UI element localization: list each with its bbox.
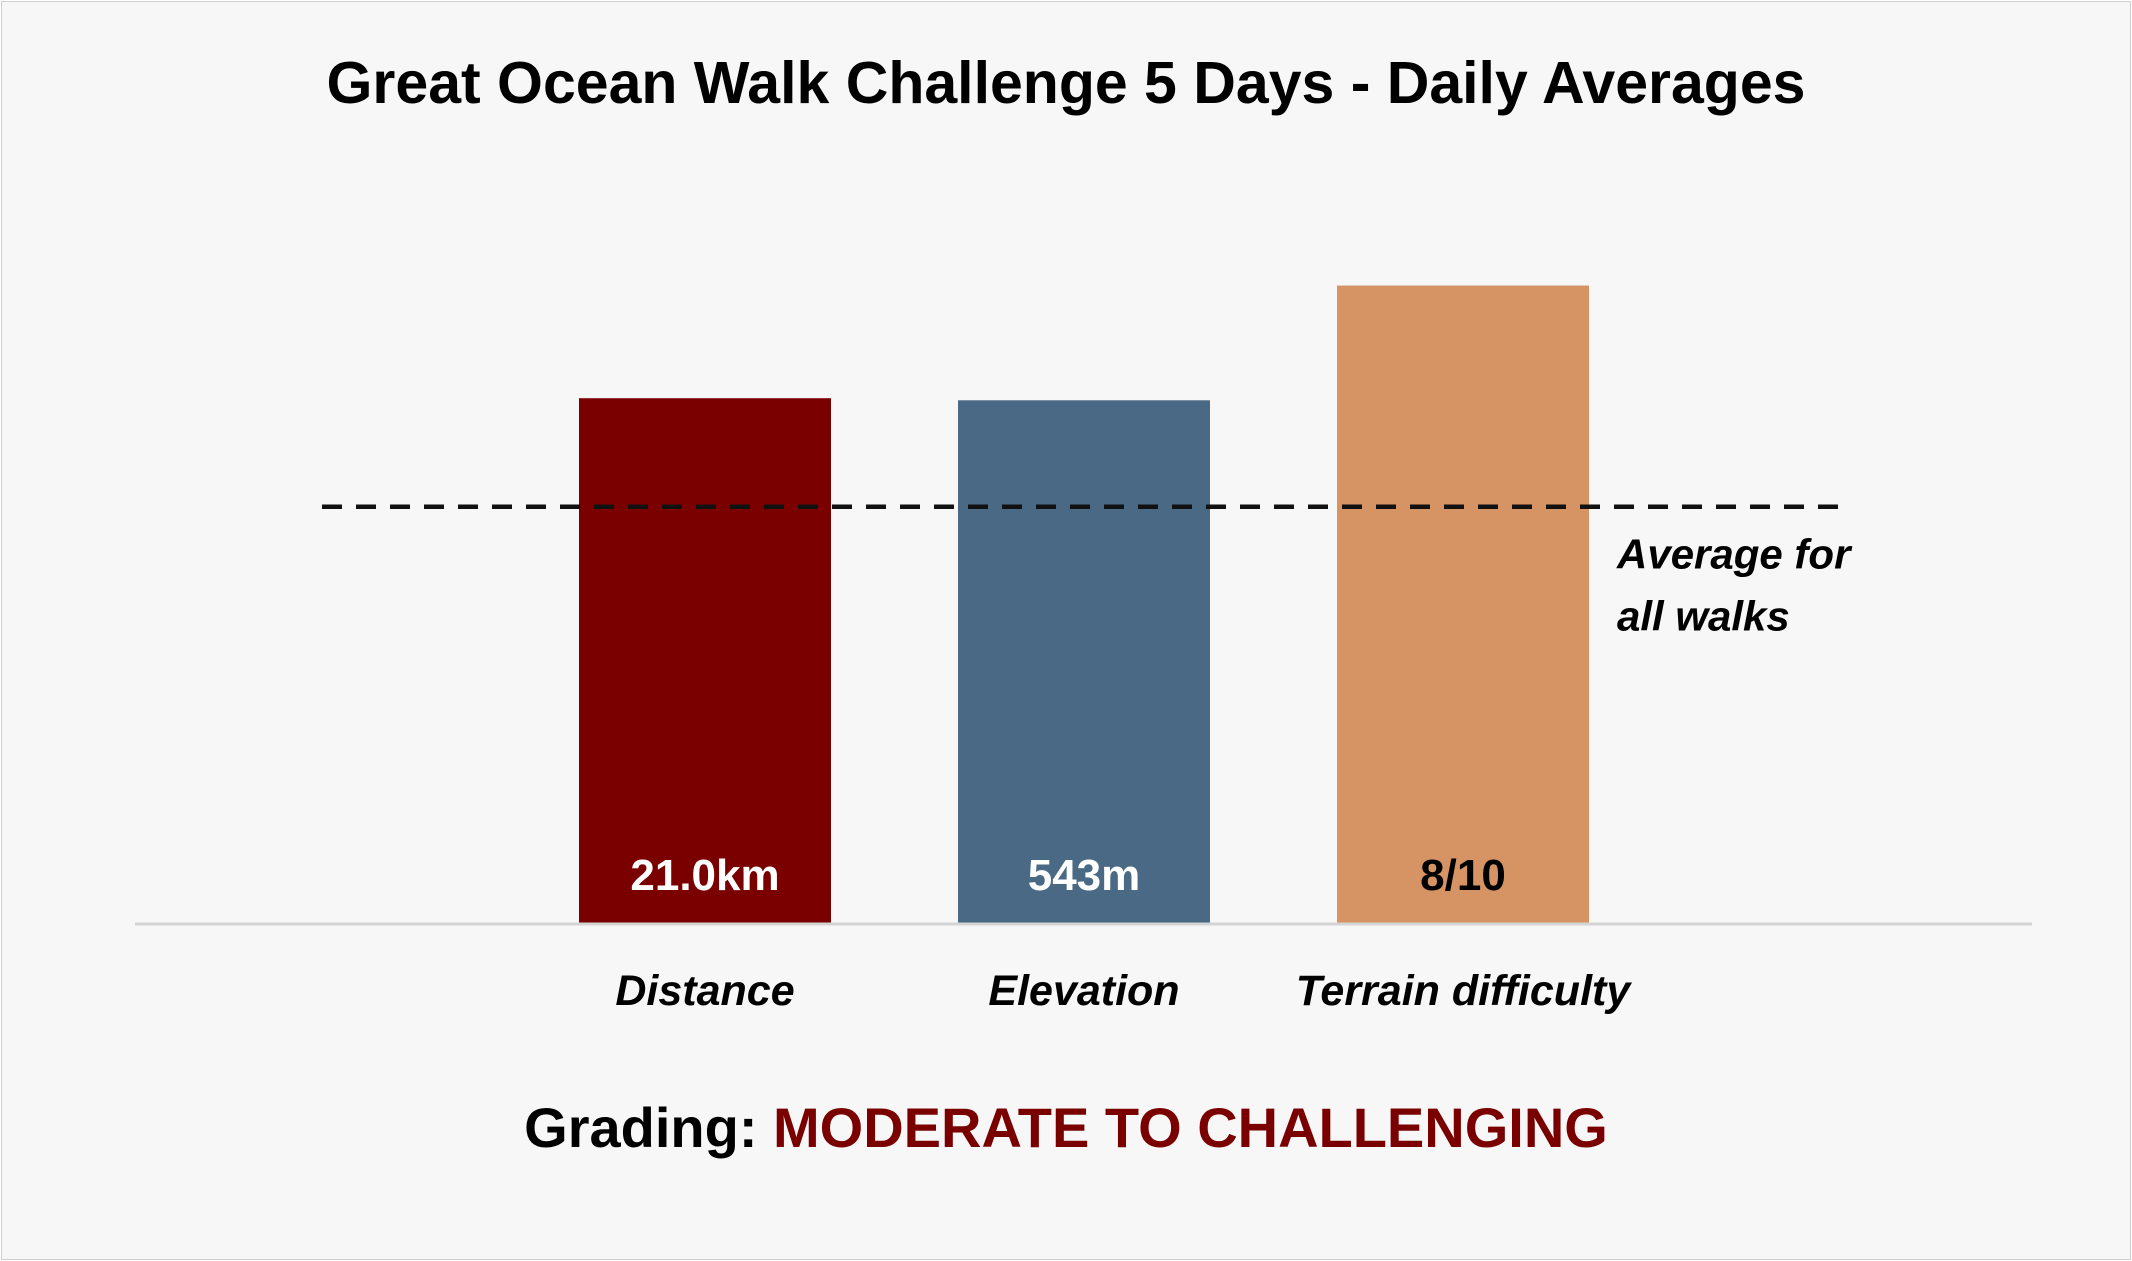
bar-distance [579, 398, 831, 924]
data-label-elevation: 543m [1028, 851, 1141, 900]
category-label-elevation: Elevation [988, 967, 1179, 1015]
data-label-terrain-difficulty: 8/10 [1420, 851, 1506, 900]
category-label-distance: Distance [615, 967, 794, 1015]
category-label-terrain-difficulty: Terrain difficulty [1296, 967, 1633, 1015]
reference-label-line: all walks [1617, 593, 1790, 640]
bar-elevation [958, 400, 1210, 925]
data-label-distance: 21.0km [630, 851, 779, 900]
chart-title: Great Ocean Walk Challenge 5 Days - Dail… [327, 50, 1806, 116]
grading-text: Grading: MODERATE TO CHALLENGING [524, 1096, 1608, 1159]
grading-prefix: Grading: [524, 1096, 773, 1159]
reference-label-line: Average for [1616, 531, 1853, 578]
grading-value: MODERATE TO CHALLENGING [773, 1096, 1608, 1159]
bar-terrain-difficulty [1337, 285, 1589, 924]
